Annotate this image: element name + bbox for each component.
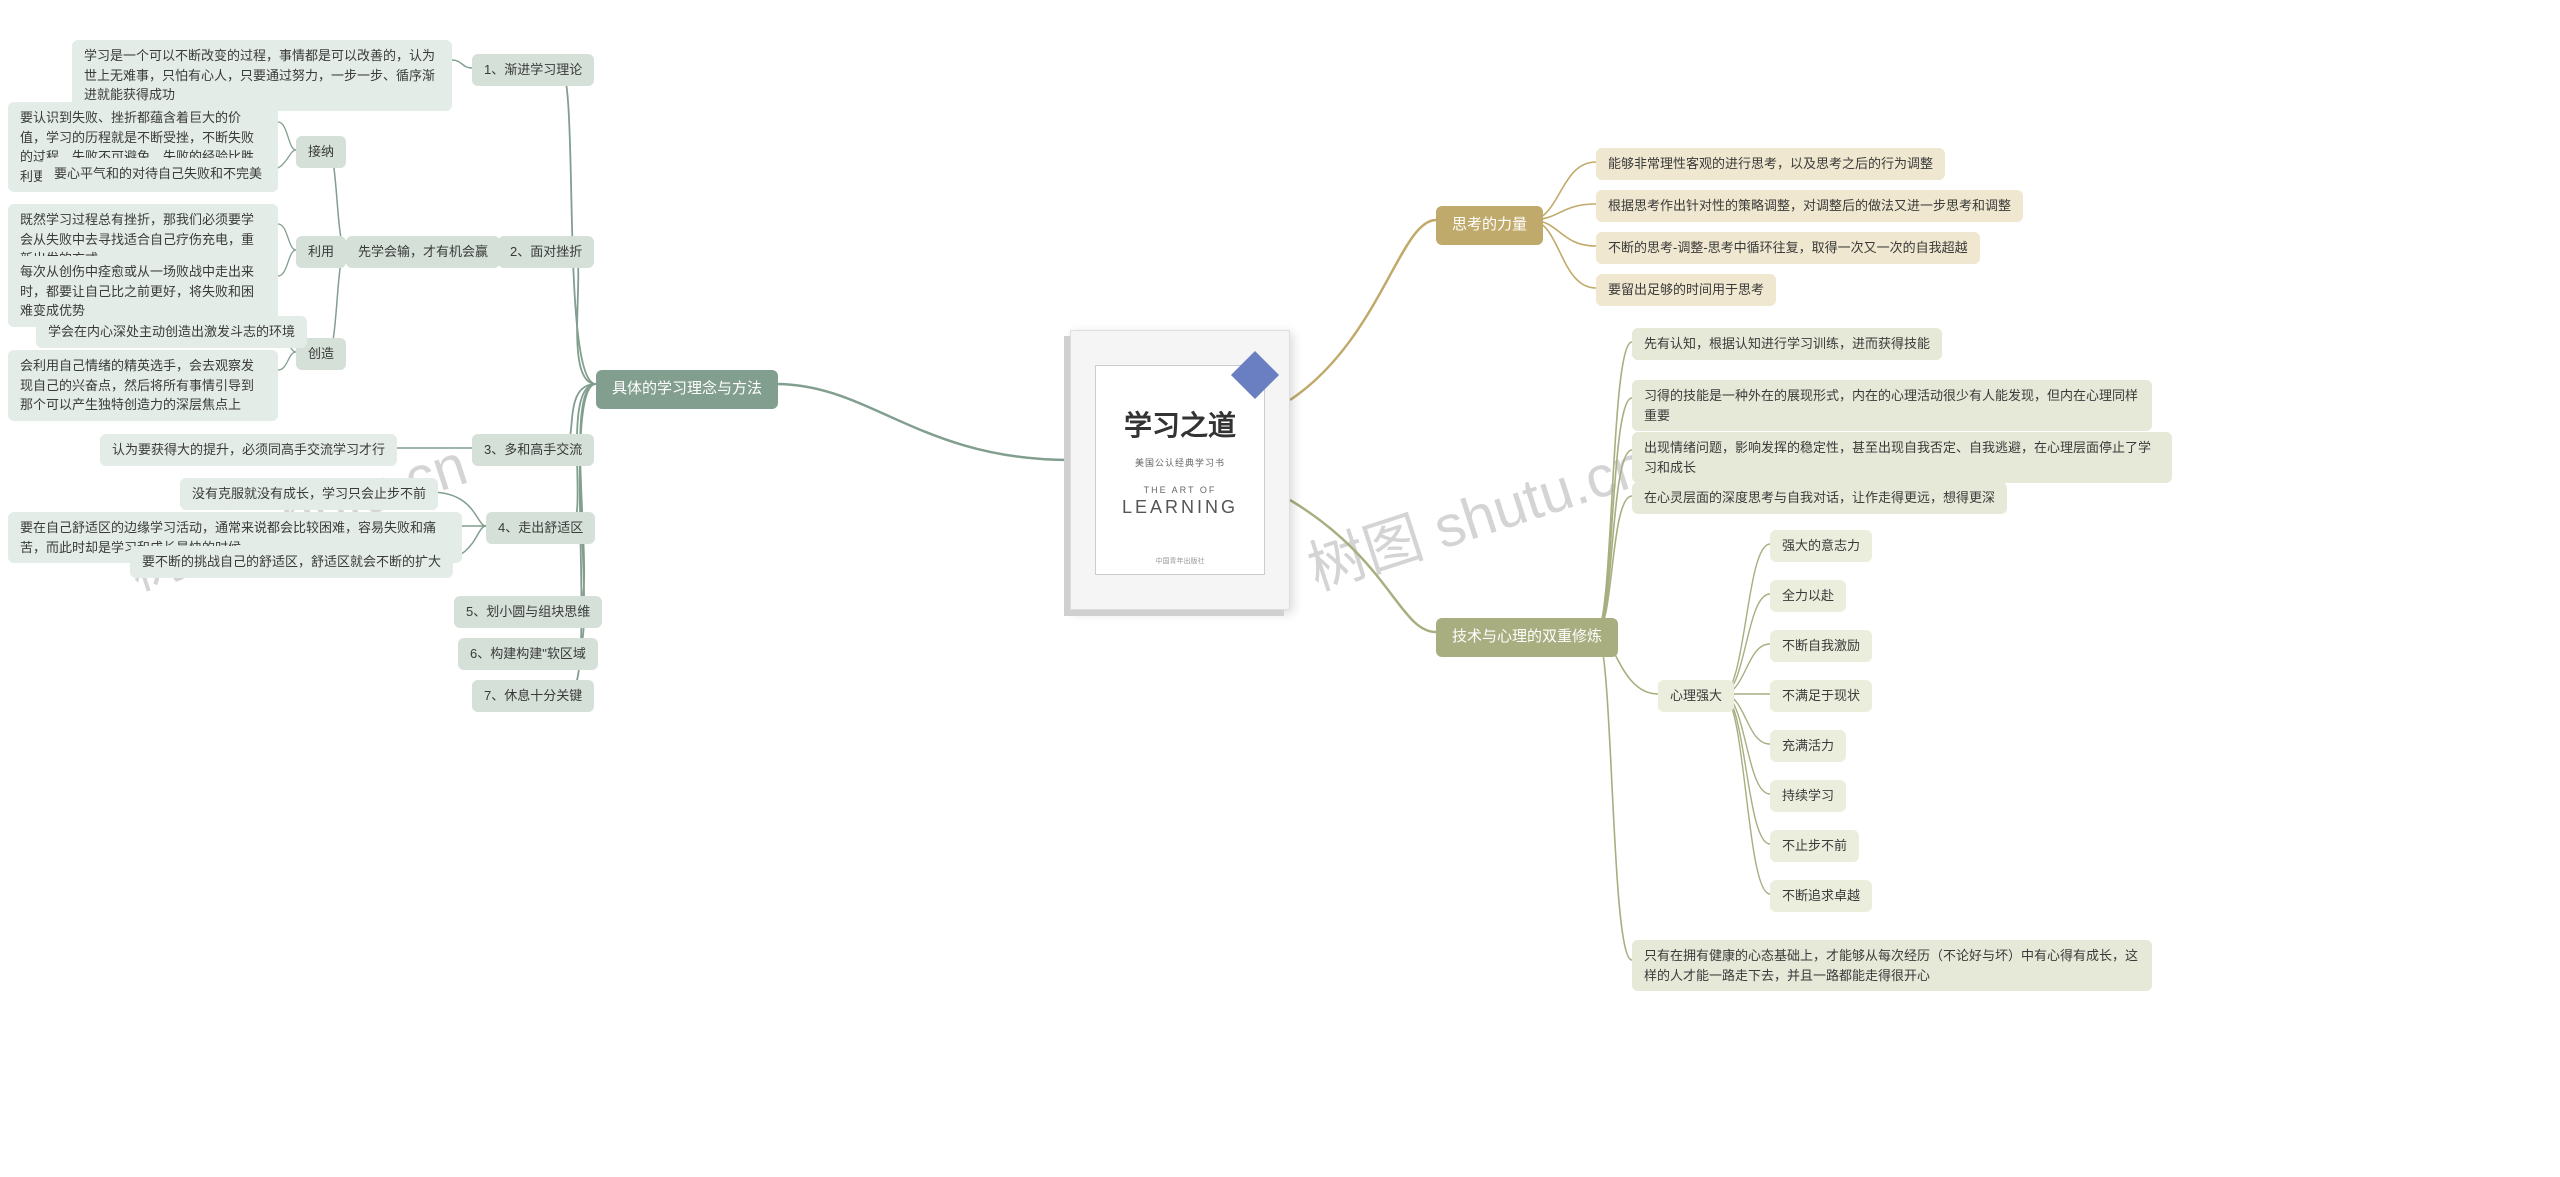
tech-leaf-4: 在心灵层面的深度思考与自我对话，让作走得更远，想得更深 bbox=[1632, 482, 2007, 514]
book-footer: 中国青年出版社 bbox=[1096, 556, 1264, 566]
right-think-main: 思考的力量 bbox=[1436, 206, 1543, 245]
book-cover: 学习之道 美国公认经典学习书 THE ART OF LEARNING 中国青年出… bbox=[1070, 330, 1290, 610]
psych-item-3: 不断自我激励 bbox=[1770, 630, 1872, 662]
psych-item-2: 全力以赴 bbox=[1770, 580, 1846, 612]
mindmap-canvas: 树图 shutu.cn 树图 shutu.cn bbox=[0, 0, 2560, 1177]
left-item-7: 7、休息十分关键 bbox=[472, 680, 594, 712]
book-subtitle: 美国公认经典学习书 bbox=[1110, 456, 1250, 469]
think-leaf-3: 不断的思考-调整-思考中循环往复，取得一次又一次的自我超越 bbox=[1596, 232, 1980, 264]
left-item-2: 2、面对挫折 bbox=[498, 236, 594, 268]
psych-item-7: 不止步不前 bbox=[1770, 830, 1859, 862]
tech-bottom: 只有在拥有健康的心态基础上，才能够从每次经历（不论好与坏）中有心得有成长，这样的… bbox=[1632, 940, 2152, 991]
psych-label: 心理强大 bbox=[1658, 680, 1734, 712]
left-item-2-sub-1: 接纳 bbox=[296, 136, 346, 168]
left-item-1-leaf-1: 学习是一个可以不断改变的过程，事情都是可以改善的，认为世上无难事，只怕有心人，只… bbox=[72, 40, 452, 111]
watermark-2: 树图 shutu.cn bbox=[1296, 418, 1656, 606]
left-item-2-sub-2: 利用 bbox=[296, 236, 346, 268]
left-item-2-mid: 先学会输，才有机会赢 bbox=[346, 236, 500, 268]
right-tech-main: 技术与心理的双重修炼 bbox=[1436, 618, 1618, 657]
think-leaf-2: 根据思考作出针对性的策略调整，对调整后的做法又进一步思考和调整 bbox=[1596, 190, 2023, 222]
left-item-4: 4、走出舒适区 bbox=[486, 512, 595, 544]
left-item-1: 1、渐进学习理论 bbox=[472, 54, 594, 86]
left-item-3: 3、多和高手交流 bbox=[472, 434, 594, 466]
book-inner: 学习之道 美国公认经典学习书 THE ART OF LEARNING 中国青年出… bbox=[1095, 365, 1265, 575]
book-title-en: LEARNING bbox=[1110, 497, 1250, 518]
left-main: 具体的学习理念与方法 bbox=[596, 370, 778, 409]
left-item-2-sub-3-leaf-1: 学会在内心深处主动创造出激发斗志的环境 bbox=[36, 316, 307, 348]
psych-item-6: 持续学习 bbox=[1770, 780, 1846, 812]
book-title-en-pre: THE ART OF bbox=[1110, 485, 1250, 495]
psych-item-1: 强大的意志力 bbox=[1770, 530, 1872, 562]
tech-leaf-1: 先有认知，根据认知进行学习训练，进而获得技能 bbox=[1632, 328, 1942, 360]
psych-item-8: 不断追求卓越 bbox=[1770, 880, 1872, 912]
left-item-3-leaf-1: 认为要获得大的提升，必须同高手交流学习才行 bbox=[100, 434, 397, 466]
left-item-5: 5、划小圆与组块思维 bbox=[454, 596, 602, 628]
left-item-4-leaf-1: 没有克服就没有成长，学习只会止步不前 bbox=[180, 478, 438, 510]
tech-leaf-2: 习得的技能是一种外在的展现形式，内在的心理活动很少有人能发现，但内在心理同样重要 bbox=[1632, 380, 2152, 431]
think-leaf-1: 能够非常理性客观的进行思考，以及思考之后的行为调整 bbox=[1596, 148, 1945, 180]
left-item-2-sub-1-leaf-2: 要心平气和的对待自己失败和不完美 bbox=[42, 158, 274, 190]
think-leaf-4: 要留出足够的时间用于思考 bbox=[1596, 274, 1776, 306]
left-item-2-sub-3-leaf-2: 会利用自己情绪的精英选手，会去观察发现自己的兴奋点，然后将所有事情引导到那个可以… bbox=[8, 350, 278, 421]
left-item-4-leaf-3: 要不断的挑战自己的舒适区，舒适区就会不断的扩大 bbox=[130, 546, 453, 578]
psych-item-5: 充满活力 bbox=[1770, 730, 1846, 762]
psych-item-4: 不满足于现状 bbox=[1770, 680, 1872, 712]
book-title-cn: 学习之道 bbox=[1110, 404, 1250, 444]
left-item-6: 6、构建构建"软区域 bbox=[458, 638, 598, 670]
tech-leaf-3: 出现情绪问题，影响发挥的稳定性，甚至出现自我否定、自我逃避，在心理层面停止了学习… bbox=[1632, 432, 2172, 483]
